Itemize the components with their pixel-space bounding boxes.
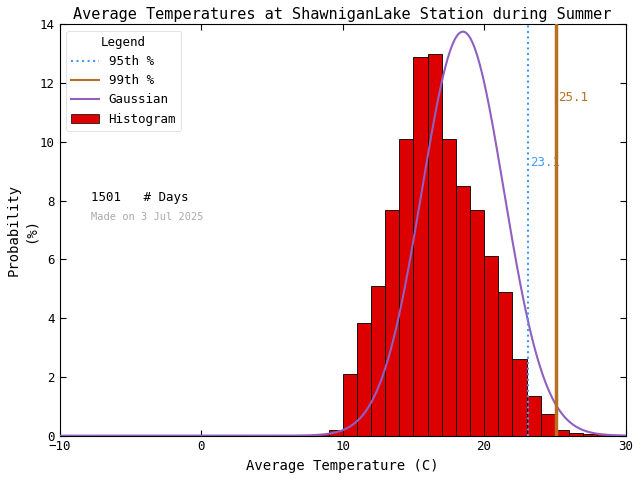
Bar — [484, 256, 499, 436]
Bar — [513, 360, 527, 436]
Text: 23.1: 23.1 — [530, 156, 560, 169]
X-axis label: Average Temperature (C): Average Temperature (C) — [246, 459, 439, 473]
Bar — [527, 396, 541, 436]
Legend: 95th %, 99th %, Gaussian, Histogram: 95th %, 99th %, Gaussian, Histogram — [66, 31, 181, 131]
Bar — [399, 139, 413, 436]
Text: 25.1: 25.1 — [558, 91, 588, 105]
Bar — [428, 54, 442, 436]
Text: 1501   # Days: 1501 # Days — [91, 191, 188, 204]
Bar — [499, 292, 513, 436]
Text: Made on 3 Jul 2025: Made on 3 Jul 2025 — [91, 212, 204, 222]
Bar — [314, 433, 328, 436]
Bar — [385, 209, 399, 436]
Bar — [342, 374, 357, 436]
Bar — [555, 430, 569, 436]
Bar — [583, 434, 597, 436]
Bar — [470, 209, 484, 436]
Bar — [569, 432, 583, 436]
Bar — [357, 323, 371, 436]
Bar — [371, 286, 385, 436]
Bar — [456, 186, 470, 436]
Bar — [597, 434, 611, 436]
Title: Average Temperatures at ShawniganLake Station during Summer: Average Temperatures at ShawniganLake St… — [74, 7, 612, 22]
Y-axis label: Probability
(%): Probability (%) — [7, 184, 37, 276]
Bar — [442, 139, 456, 436]
Bar — [541, 414, 555, 436]
Bar — [328, 430, 342, 436]
Bar — [413, 57, 428, 436]
